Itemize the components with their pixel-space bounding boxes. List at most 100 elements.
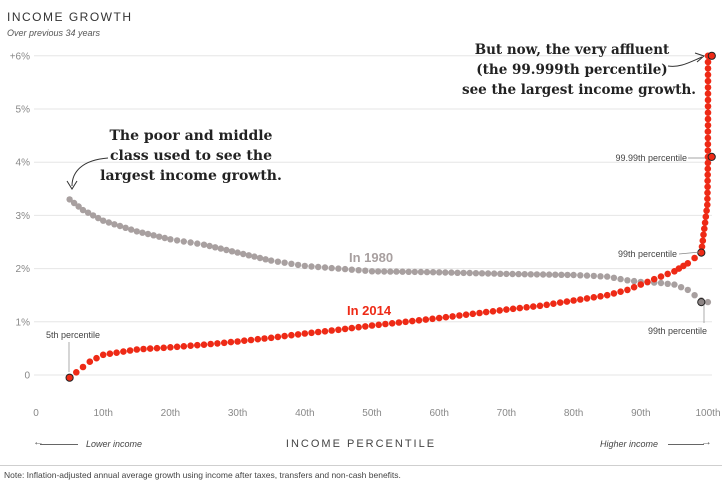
- series-point: [552, 271, 559, 278]
- series-point: [86, 358, 94, 366]
- series-point: [84, 209, 92, 216]
- series-point: [539, 271, 547, 278]
- higher-income-arrow: [668, 444, 704, 445]
- series-point: [100, 217, 107, 224]
- series-point: [630, 277, 638, 285]
- highlighted-point: [697, 248, 706, 257]
- series-point: [146, 345, 154, 352]
- lower-income-arrow: [40, 444, 78, 445]
- series-point: [423, 268, 431, 276]
- series-point: [139, 229, 146, 236]
- y-tick-label: 2%: [16, 264, 31, 275]
- series-point: [111, 221, 118, 228]
- series-point: [523, 304, 530, 311]
- series-point: [234, 249, 241, 256]
- series-point: [212, 244, 219, 251]
- series-point: [671, 281, 678, 288]
- series-point: [630, 283, 638, 291]
- series-point: [704, 177, 711, 185]
- series-point: [194, 341, 201, 349]
- series-point: [150, 232, 157, 239]
- x-tick-label: 50th: [362, 408, 381, 419]
- series-point: [543, 301, 550, 309]
- series-point: [308, 263, 315, 270]
- x-tick-label: 80th: [564, 408, 583, 419]
- lower-arrowhead-icon: ←: [33, 436, 44, 448]
- series-point: [564, 271, 571, 279]
- series-point: [657, 273, 665, 280]
- series-point: [227, 338, 235, 346]
- series-point: [527, 271, 534, 278]
- series-point: [254, 335, 262, 343]
- highlighted-point: [697, 298, 706, 307]
- series-point: [294, 331, 302, 338]
- series-point: [478, 270, 486, 277]
- series-point: [704, 201, 711, 209]
- label-2014: In 2014: [347, 303, 392, 318]
- annotation-affluent-line-3: see the largest income growth.: [462, 82, 696, 98]
- series-point: [556, 299, 564, 306]
- x-tick-label: 40th: [295, 408, 314, 419]
- series-point: [429, 315, 436, 323]
- annotation-poor-arrowhead: [66, 180, 78, 190]
- series-point: [341, 325, 349, 333]
- series-point: [476, 309, 483, 317]
- x-tick-label: 20th: [161, 408, 180, 419]
- series-point: [245, 252, 252, 259]
- series-point: [704, 115, 712, 123]
- series-point: [368, 322, 376, 329]
- series-point: [75, 203, 82, 210]
- series-point: [95, 214, 102, 222]
- series-point: [261, 335, 268, 342]
- series-point: [460, 269, 467, 277]
- series-point: [206, 242, 213, 250]
- series-point: [321, 264, 329, 271]
- series-point: [223, 246, 230, 254]
- series-point: [106, 350, 114, 358]
- series-point: [516, 304, 524, 312]
- x-tick-label: 10th: [93, 408, 112, 419]
- series-point: [536, 302, 544, 310]
- series-point: [701, 219, 709, 226]
- series-point: [194, 240, 201, 247]
- series-point: [704, 122, 712, 129]
- series-point: [411, 268, 418, 276]
- x-tick-label: 30th: [228, 408, 247, 419]
- series-point: [256, 254, 264, 262]
- series-point: [704, 134, 712, 142]
- series-point: [160, 344, 167, 352]
- series-point: [469, 310, 477, 318]
- series-point: [402, 318, 409, 326]
- series-point: [704, 159, 712, 167]
- series-point: [234, 338, 241, 345]
- series-point: [187, 342, 194, 350]
- series-point: [167, 236, 174, 243]
- series-point: [704, 195, 711, 203]
- series-point: [558, 271, 565, 278]
- series-point: [448, 269, 455, 276]
- series-point: [362, 267, 369, 274]
- series-point: [583, 272, 591, 279]
- series-point: [328, 264, 335, 272]
- series-point: [482, 308, 490, 316]
- leader-99th-2014: [678, 251, 701, 255]
- y-tick-label: +6%: [10, 51, 30, 62]
- series-point: [73, 369, 80, 376]
- annotation-affluent-arrowhead: [694, 52, 705, 63]
- series-point: [409, 317, 416, 325]
- series-point: [314, 328, 322, 336]
- series-point: [126, 347, 134, 354]
- series-point: [603, 291, 611, 299]
- series-point: [288, 331, 295, 339]
- series-point: [704, 147, 712, 154]
- series-point: [624, 277, 631, 284]
- series-point: [704, 77, 712, 85]
- series-point: [597, 293, 604, 300]
- series-point: [570, 297, 577, 304]
- series-point: [657, 279, 665, 287]
- label-99th-percentile-1980: 99th percentile: [648, 326, 707, 336]
- highlighted-points: [65, 51, 716, 382]
- series-point: [153, 344, 161, 352]
- annotation-affluent-line-1: But now, the very affluent: [475, 42, 670, 58]
- series-point: [702, 213, 710, 220]
